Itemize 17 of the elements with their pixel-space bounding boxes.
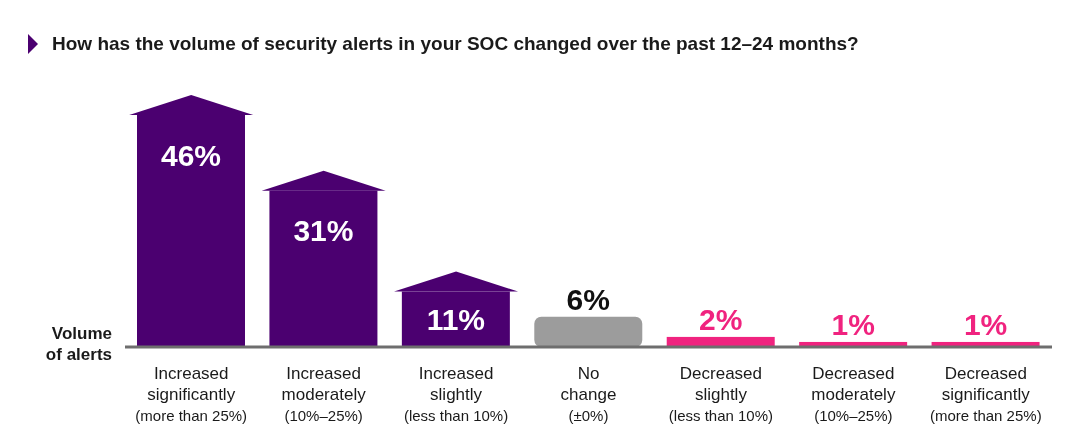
data-label: 46% — [160, 138, 222, 172]
x-tick-label: Decreased significantly (more than 25%) — [929, 363, 1042, 424]
x-tick-label: Increased significantly (more than 25%) — [135, 363, 248, 424]
data-label: 1% — [963, 308, 1008, 342]
data-label: 6% — [566, 283, 610, 317]
data-label: 11% — [426, 302, 486, 336]
x-tick-label: Increased slightly (less than 10%) — [403, 363, 509, 424]
x-tick-label: Increased moderately (10%–25%) — [281, 363, 367, 424]
x-tick-label: Decreased moderately (10%–25%) — [811, 363, 896, 424]
y-axis-title: Volume of alerts — [44, 323, 112, 365]
chart-title: How has the volume of security alerts in your SOC changed over the past 12–24 months? — [52, 33, 859, 55]
data-label: 31% — [293, 214, 354, 248]
x-tick-label: No change (±0%) — [560, 363, 617, 424]
x-tick-label: Decreased slightly (less than 10%) — [668, 363, 774, 424]
data-label: 1% — [831, 308, 875, 342]
bar — [534, 316, 643, 347]
data-label: 2% — [699, 303, 743, 337]
